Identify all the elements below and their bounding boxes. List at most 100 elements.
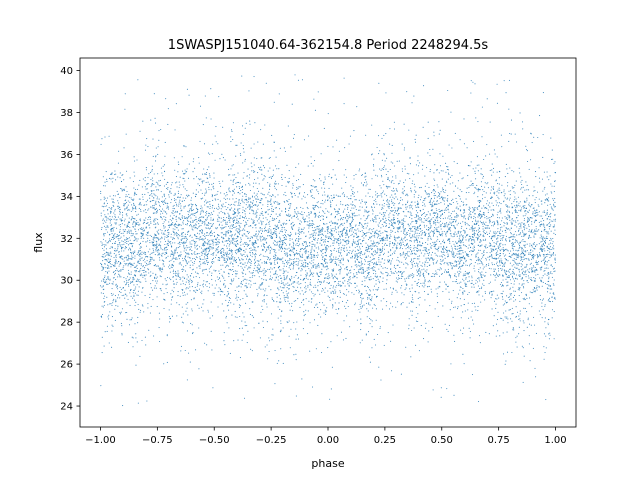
- data-point: [139, 247, 141, 249]
- data-point: [523, 250, 525, 252]
- data-point: [133, 198, 135, 200]
- data-point: [371, 296, 373, 298]
- data-point: [408, 251, 410, 253]
- data-point: [226, 322, 228, 324]
- data-point: [105, 215, 107, 217]
- data-point: [211, 235, 213, 237]
- data-point: [206, 172, 208, 174]
- data-point: [441, 235, 443, 237]
- data-point: [235, 297, 237, 299]
- data-point: [531, 229, 533, 231]
- data-point: [270, 236, 272, 238]
- data-point: [144, 180, 146, 182]
- data-point: [468, 206, 470, 208]
- data-point: [391, 242, 394, 244]
- data-point: [296, 188, 298, 191]
- data-point: [394, 250, 396, 252]
- data-point: [101, 244, 103, 247]
- data-point: [122, 174, 124, 176]
- data-point: [142, 196, 144, 198]
- data-point: [151, 169, 153, 171]
- data-point: [342, 293, 344, 295]
- data-point: [229, 248, 231, 250]
- data-point: [159, 185, 161, 187]
- data-point: [383, 288, 385, 290]
- data-point: [460, 234, 462, 236]
- data-point: [503, 221, 505, 223]
- data-point: [452, 316, 454, 318]
- data-point: [245, 221, 247, 223]
- data-point: [473, 265, 475, 267]
- data-point: [477, 285, 479, 287]
- data-point: [348, 214, 350, 216]
- data-point: [460, 271, 462, 273]
- data-point: [456, 297, 458, 299]
- data-point: [159, 268, 161, 270]
- data-point: [542, 253, 544, 255]
- data-point: [281, 184, 283, 187]
- data-point: [475, 117, 477, 119]
- data-point: [224, 219, 226, 221]
- data-point: [449, 250, 451, 252]
- data-point: [533, 266, 535, 268]
- data-point: [310, 211, 312, 213]
- data-point: [552, 247, 554, 249]
- data-point: [397, 198, 399, 200]
- data-point: [437, 250, 439, 252]
- data-point: [394, 193, 396, 195]
- data-point: [109, 218, 111, 220]
- data-point: [314, 245, 316, 247]
- data-point: [298, 186, 300, 188]
- data-point: [180, 254, 182, 256]
- data-point: [286, 287, 288, 289]
- data-point: [328, 211, 330, 213]
- data-point: [401, 223, 403, 225]
- data-point: [433, 195, 435, 197]
- data-point: [242, 133, 244, 135]
- data-point: [522, 320, 524, 322]
- data-point: [496, 214, 498, 216]
- data-point: [316, 303, 318, 305]
- data-point: [286, 294, 288, 296]
- data-point: [286, 219, 288, 221]
- data-point: [264, 226, 266, 228]
- data-point: [550, 271, 552, 273]
- data-point: [267, 256, 269, 258]
- data-point: [308, 268, 310, 270]
- data-point: [269, 275, 272, 277]
- data-point: [314, 212, 316, 214]
- data-point: [105, 248, 108, 250]
- data-point: [198, 230, 201, 232]
- data-point: [477, 208, 479, 211]
- data-point: [474, 187, 476, 189]
- data-point: [173, 224, 176, 226]
- data-point: [271, 217, 274, 219]
- data-point: [426, 310, 428, 312]
- data-point: [282, 235, 284, 237]
- data-point: [429, 148, 431, 151]
- data-point: [172, 257, 174, 259]
- data-point: [298, 238, 300, 240]
- data-point: [380, 208, 383, 210]
- data-point: [193, 290, 195, 292]
- data-point: [490, 209, 492, 211]
- data-point: [232, 181, 234, 183]
- data-point: [415, 306, 417, 309]
- data-point: [455, 248, 457, 250]
- data-point: [312, 292, 314, 295]
- data-point: [213, 236, 216, 238]
- data-point: [495, 204, 497, 206]
- data-point: [494, 279, 496, 281]
- data-point: [187, 221, 189, 223]
- data-point: [130, 229, 132, 231]
- data-point: [439, 153, 441, 155]
- data-point: [100, 385, 102, 387]
- data-point: [101, 280, 103, 282]
- data-point: [407, 255, 409, 257]
- data-point: [231, 258, 233, 260]
- data-point: [182, 228, 184, 230]
- data-point: [331, 269, 333, 271]
- data-point: [372, 266, 375, 268]
- data-point: [302, 214, 304, 216]
- data-point: [126, 190, 128, 193]
